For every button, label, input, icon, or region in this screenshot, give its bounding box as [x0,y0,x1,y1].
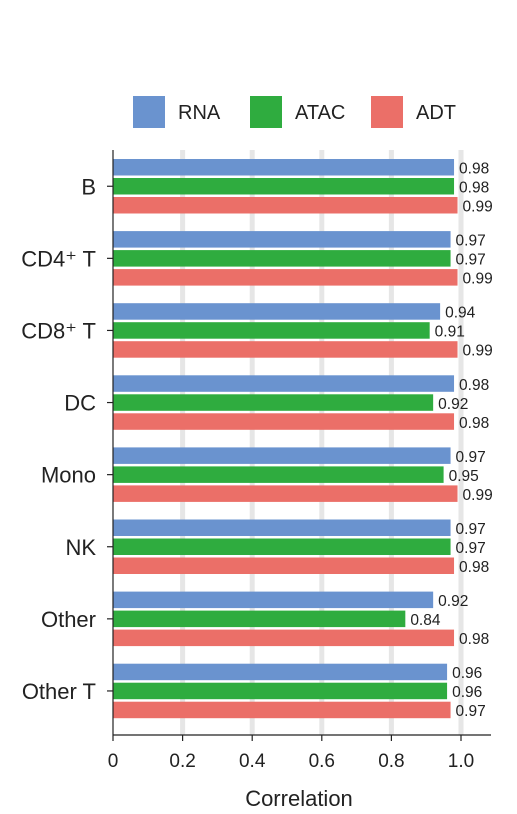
legend: RNA ATAC ADT [133,96,456,128]
data-label: 0.97 [456,540,486,557]
category-label: NK [65,535,96,560]
x-tick-label: 0.4 [239,751,266,772]
x-axis-title: Correlation [245,786,353,811]
legend-label-atac: ATAC [295,102,345,124]
data-label: 0.91 [435,324,465,341]
x-tick-label: 0.2 [169,751,195,772]
category-label: Other [41,607,96,632]
category-label: B [81,174,96,199]
bar-rna [113,303,441,320]
data-label: 0.94 [445,305,476,322]
bar-atac [113,250,451,267]
category-label: DC [64,391,96,416]
category-label: Mono [41,463,96,488]
legend-swatch-atac [250,96,282,128]
data-label: 0.96 [452,665,482,682]
bar-adt [113,341,458,358]
x-tick-label: 1.0 [448,751,474,772]
data-label: 0.98 [459,377,489,394]
y-axis: B CD4⁺ T CD8⁺ T DC Mono NK Other Other T [21,150,114,735]
x-tick-label: 0 [108,751,119,772]
bar-atac [113,178,455,195]
data-label: 0.98 [459,415,489,432]
bar-adt [113,701,451,719]
bar-rna [113,375,455,392]
legend-swatch-rna [133,96,165,128]
data-label: 0.99 [463,487,493,504]
data-label: 0.92 [438,396,468,413]
category-label: CD8⁺ T [21,318,96,343]
data-label: 0.97 [456,449,486,466]
bar-adt [113,557,455,574]
data-label: 0.84 [410,612,441,629]
data-label: 0.92 [438,593,468,610]
bar-adt [113,269,458,286]
data-label: 0.99 [463,271,493,288]
legend-label-rna: RNA [178,102,221,124]
data-label: 0.98 [459,559,489,576]
category-label: Other T [22,679,96,704]
bar-atac [113,538,451,555]
data-labels: 0.98 0.98 0.99 0.97 0.97 0.99 0.94 0.91 0.99 0.98… [410,161,492,721]
bar-atac [113,394,434,411]
bar-atac [113,682,448,700]
bar-rna [113,159,455,176]
bar-adt [113,413,455,430]
bar-adt [113,197,458,214]
bar-atac [113,466,444,483]
bar-adt [113,629,455,647]
data-label: 0.97 [456,521,486,538]
data-label: 0.97 [456,703,486,720]
data-label: 0.99 [463,343,493,360]
data-label: 0.99 [463,199,493,216]
data-label: 0.98 [459,161,489,178]
x-tick-label: 0.6 [309,751,335,772]
bar-rna [113,663,448,681]
bar-atac [113,322,430,339]
data-label: 0.97 [456,252,486,269]
bar-rna [113,447,451,464]
data-label: 0.96 [452,684,482,701]
bars [113,159,458,719]
legend-label-adt: ADT [416,102,456,124]
bar-rna [113,519,451,536]
data-label: 0.97 [456,233,486,250]
bar-rna [113,591,434,609]
x-axis: 0 0.2 0.4 0.6 0.8 1.0 [108,734,491,772]
x-tick-label: 0.8 [378,751,404,772]
bar-atac [113,610,406,628]
data-label: 0.98 [459,180,489,197]
legend-swatch-adt [371,96,403,128]
bar-adt [113,485,458,502]
category-label: CD4⁺ T [21,246,96,271]
bar-rna [113,231,451,248]
data-label: 0.95 [449,468,479,485]
data-label: 0.98 [459,631,489,648]
